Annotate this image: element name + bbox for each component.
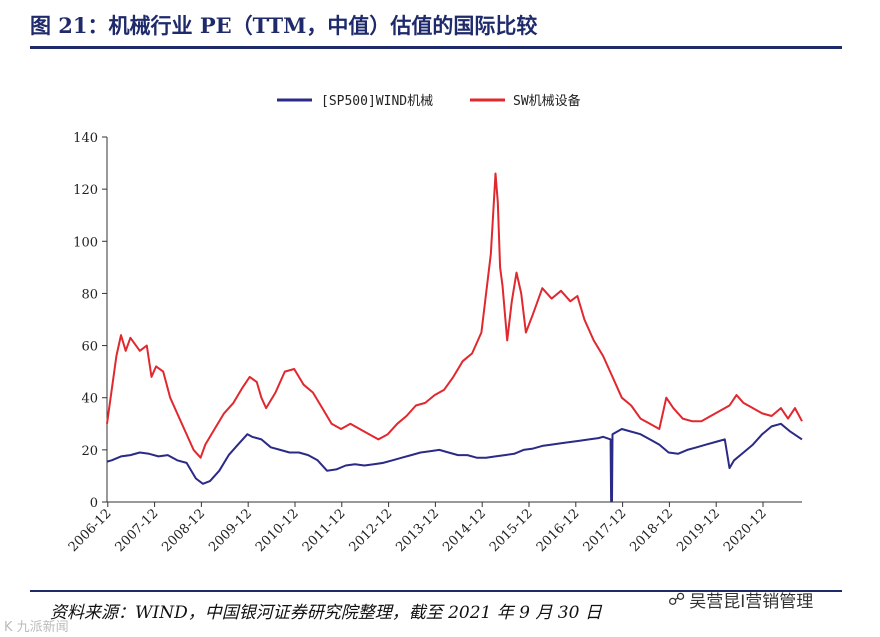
y-tick-label: 80	[81, 287, 98, 302]
chart-legend: [SP500]WIND机械 SW机械设备	[277, 93, 581, 109]
source-note: 资料来源：WIND，中国银河证券研究院整理，截至 2021 年 9 月 30 日	[50, 603, 602, 623]
x-tick-label: 2015-12	[487, 506, 536, 555]
x-tick-label: 2017-12	[581, 506, 630, 555]
chart-series	[106, 172, 803, 502]
x-tick-label: 2009-12	[206, 506, 255, 555]
pe-comparison-chart: [SP500]WIND机械 SW机械设备 0 20 40 60 80 100 120 140 2…	[66, 93, 803, 555]
x-tick-label: 2013-12	[393, 506, 442, 555]
x-tick-label: 2006-12	[66, 506, 115, 555]
series-line-sp500	[106, 422, 803, 502]
x-tick-label: 2014-12	[440, 506, 489, 555]
source-rule	[30, 590, 842, 592]
y-tick-label: 60	[81, 340, 98, 355]
wechat-icon: ☍	[668, 589, 686, 610]
y-tick-label: 140	[73, 131, 98, 146]
x-tick-label: 2019-12	[674, 506, 723, 555]
x-tick-label: 2010-12	[253, 506, 302, 555]
watermark-right-text: 吴营昆I营销管理	[689, 592, 814, 612]
y-tick-label: 20	[81, 444, 98, 459]
x-tick-label: 2020-12	[721, 506, 770, 555]
x-tick-label: 2007-12	[113, 506, 162, 555]
y-tick-label: 40	[81, 392, 98, 407]
legend-label-sw: SW机械设备	[513, 93, 581, 109]
x-tick-label: 2008-12	[159, 506, 208, 555]
title-rule	[30, 46, 842, 49]
legend-label-sp500: [SP500]WIND机械	[321, 94, 433, 109]
series-line-sw	[106, 172, 803, 459]
y-tick-label: 100	[73, 235, 98, 250]
y-tick-label: 120	[73, 183, 98, 198]
chart-axes: 0204060801001201402006-122007-122008-122…	[66, 131, 802, 555]
y-tick-label: 0	[90, 496, 98, 511]
watermark-left: K 九派新闻	[4, 620, 69, 635]
page-title: 图 21：机械行业 PE（TTM，中值）估值的国际比较	[30, 13, 538, 38]
watermark-right: ☍ 吴营昆I营销管理	[668, 587, 814, 613]
x-tick-label: 2016-12	[534, 506, 583, 555]
x-tick-label: 2018-12	[627, 506, 676, 555]
x-tick-label: 2012-12	[347, 506, 396, 555]
x-tick-label: 2011-12	[300, 506, 349, 555]
